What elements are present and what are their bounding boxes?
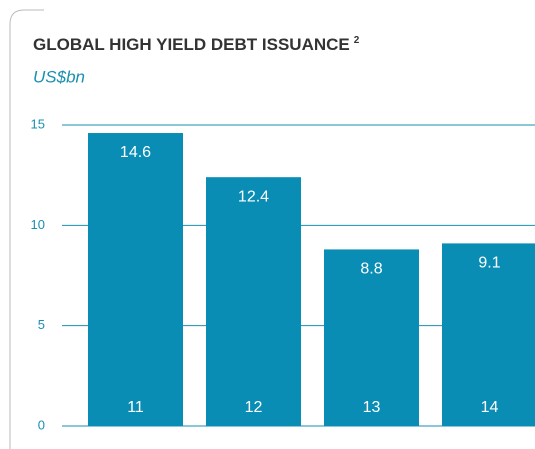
title-superscript: 2 [354,35,360,46]
value-label: 8.8 [360,261,382,278]
bar [324,249,419,426]
value-label: 12.4 [238,188,269,205]
value-label: 14.6 [120,144,151,161]
y-tick-label: 10 [31,217,45,232]
value-label: 9.1 [478,255,500,272]
y-tick-label: 0 [38,417,45,432]
bar [206,177,301,426]
x-tick-label: 12 [245,399,263,416]
x-tick-label: 14 [481,399,499,416]
bar [442,243,535,426]
y-tick-label: 15 [31,116,45,131]
title-text: GLOBAL HIGH YIELD DEBT ISSUANCE [33,35,350,54]
bar [88,133,183,426]
y-tick-label: 5 [38,317,45,332]
x-tick-label: 13 [363,399,381,416]
chart-title: GLOBAL HIGH YIELD DEBT ISSUANCE 2 [33,35,360,55]
x-tick-label: 11 [127,399,144,416]
frame [9,9,44,449]
chart-subtitle: US$bn [33,67,85,86]
